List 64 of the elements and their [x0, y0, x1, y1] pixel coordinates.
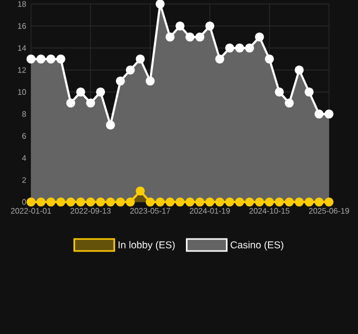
point	[136, 54, 145, 64]
point	[26, 54, 36, 64]
point	[304, 87, 314, 97]
point	[205, 197, 214, 207]
point	[264, 54, 274, 64]
point	[156, 0, 165, 9]
point	[264, 197, 274, 207]
point	[36, 197, 46, 207]
point	[245, 43, 254, 53]
point	[46, 197, 56, 207]
point	[235, 197, 244, 207]
point	[185, 197, 194, 207]
point	[215, 54, 224, 64]
point	[146, 197, 155, 207]
point	[195, 32, 204, 42]
point	[324, 197, 334, 207]
point	[175, 21, 185, 31]
point	[225, 43, 234, 53]
point	[26, 197, 36, 207]
point	[274, 87, 284, 97]
point	[96, 87, 106, 97]
point	[126, 65, 135, 75]
point	[36, 54, 46, 64]
point	[314, 197, 324, 207]
point	[96, 197, 106, 207]
point	[294, 197, 304, 207]
point	[156, 197, 165, 207]
point	[106, 120, 115, 130]
point	[195, 197, 204, 207]
point	[126, 197, 135, 207]
point	[56, 54, 66, 64]
point	[76, 197, 86, 207]
point	[254, 197, 264, 207]
point	[46, 54, 56, 64]
point	[66, 197, 76, 207]
point	[86, 197, 96, 207]
point	[136, 186, 145, 196]
point	[146, 76, 155, 86]
point	[76, 87, 86, 97]
point	[56, 197, 66, 207]
point	[116, 76, 125, 86]
point	[304, 197, 314, 207]
point	[185, 32, 194, 42]
point	[205, 21, 214, 31]
point	[215, 197, 224, 207]
point	[86, 98, 96, 108]
legend-label: In lobby (ES)	[118, 241, 175, 250]
point	[66, 98, 76, 108]
point	[314, 109, 324, 119]
point	[245, 197, 254, 207]
point	[274, 197, 284, 207]
point	[166, 32, 175, 42]
point	[225, 197, 234, 207]
point	[175, 197, 185, 207]
point	[294, 65, 304, 75]
point	[254, 32, 264, 42]
point	[166, 197, 175, 207]
legend-label: Casino (ES)	[230, 241, 284, 250]
point	[284, 98, 294, 108]
point	[284, 197, 294, 207]
point	[324, 109, 334, 119]
point	[235, 43, 244, 53]
point	[116, 197, 125, 207]
point	[106, 197, 115, 207]
